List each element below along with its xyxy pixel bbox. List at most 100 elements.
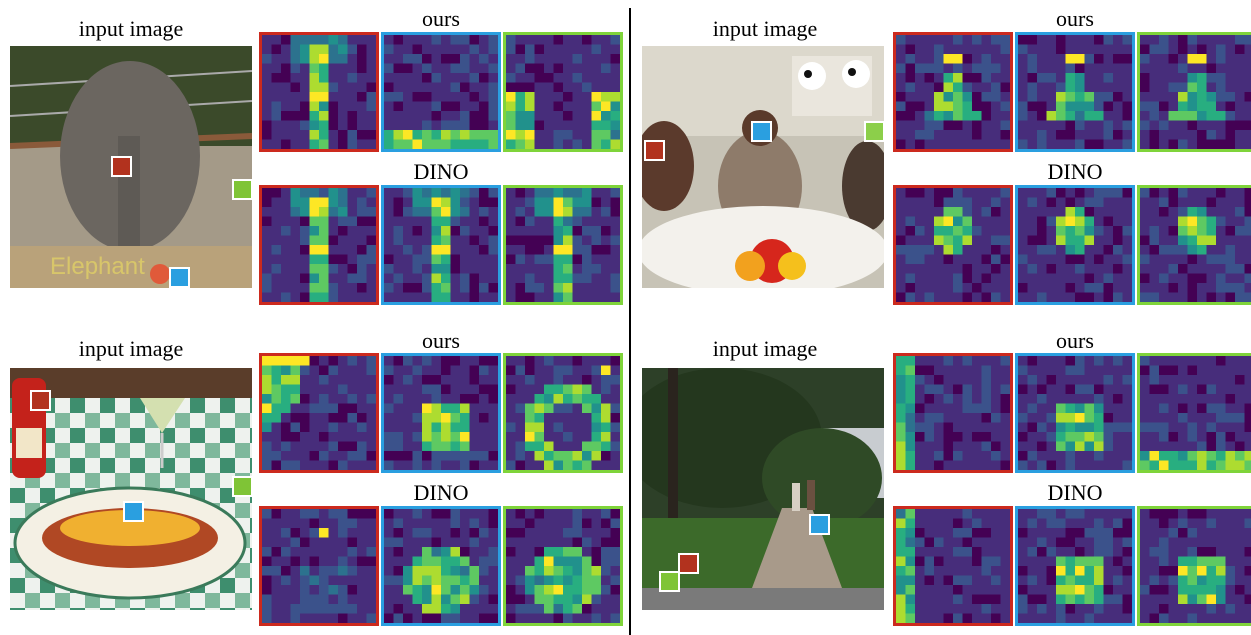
input-image-label: input image [78,336,184,361]
heatmap-cell [1159,207,1169,217]
heatmap-cell [384,356,394,366]
heatmap-cell [953,292,963,302]
heatmap-cell [1187,604,1198,614]
heatmap-cell [563,44,573,55]
heatmap-cell [281,518,291,529]
heatmap-cell [393,82,404,93]
heatmap-cell [896,188,906,198]
heatmap-cell [422,594,432,605]
heatmap-cell [441,432,451,442]
heatmap-cell [328,197,339,208]
heatmap-cell [1159,537,1169,548]
heatmap-cell [469,44,480,55]
heatmap-cell [544,254,554,265]
heatmap-cell [610,188,620,198]
heatmap-cell [1046,92,1057,102]
heatmap-cell [924,207,935,217]
heatmap-cell [1149,422,1160,433]
heatmap-cell [1075,226,1085,236]
heatmap-cell [1065,613,1076,623]
heatmap-cell [1216,451,1226,461]
heatmap-cell [934,54,944,64]
heatmap-cell [1197,509,1207,519]
heatmap-cell [1244,92,1251,102]
heatmap-cell [972,35,982,45]
heatmap-cell [905,82,916,93]
heatmap-cell [1197,197,1207,208]
heatmap-cell [943,130,954,140]
heatmap-cell [506,130,516,140]
heatmap-cell [1037,235,1047,246]
heatmap-cell [924,556,935,567]
heatmap-cell [934,273,944,284]
heatmap-cell [309,101,320,112]
heatmap-cell [1206,235,1217,246]
heatmap-cell [1206,139,1217,149]
heatmap-cell [572,441,583,452]
heatmap-cell [412,82,423,93]
heatmap-cell [1000,92,1010,102]
heatmap-cell [300,413,310,423]
heatmap-cell [384,441,394,452]
heatmap-cell [412,63,423,74]
heatmap-cell [479,432,489,442]
heatmap-cell [1168,422,1179,433]
heatmap-cell [553,197,564,208]
heatmap-cell [1149,188,1160,198]
heatmap-cell [1094,375,1104,385]
heatmap-cell [347,111,358,121]
heatmap-cell [591,422,602,433]
heatmap-cell [1084,441,1095,452]
heatmap-cell [1187,44,1198,55]
heatmap-cell [572,460,583,470]
query-marker-blue [751,121,772,142]
heatmap-cell [972,356,982,366]
heatmap-cell [1216,566,1226,576]
heatmap-cell [1075,120,1085,131]
heatmap-cell [271,54,282,64]
heatmap-cell [347,441,358,452]
heatmap-cell [469,188,480,198]
heatmap-cell [1206,566,1217,576]
heatmap-cell [281,54,291,64]
dino-map-green [1137,185,1251,305]
heatmap-cell [1056,528,1066,538]
heatmap-cell [972,292,982,302]
heatmap-cell [1075,585,1085,595]
heatmap-cell [384,207,394,217]
heatmap-cell [384,254,394,265]
heatmap-cell [290,63,301,74]
heatmap-cell [450,451,461,461]
ours-map-green [503,32,623,152]
heatmap-cell [896,432,906,442]
heatmap-cell [972,537,982,548]
heatmap-cell [1140,432,1150,442]
heatmap-cell [1187,101,1198,112]
heatmap-cell [972,207,982,217]
heatmap-cell [1178,585,1188,595]
heatmap-cell [1225,35,1236,45]
heatmap-cell [1225,460,1236,470]
heatmap-cell [1140,292,1150,302]
heatmap-cell [506,556,516,567]
input-photo-elephant: Elephant [10,46,252,288]
heatmap-cell [981,82,992,93]
heatmap-cell [469,365,480,376]
heatmap-cell [905,441,916,452]
heatmap-cell [281,245,291,255]
heatmap-cell [290,82,301,93]
heatmap-cell [582,384,592,395]
heatmap-cell [1000,188,1010,198]
heatmap-cell [582,82,592,93]
heatmap-cell [290,460,301,470]
heatmap-cell [441,575,451,586]
heatmap-cell [1122,566,1132,576]
heatmap-cell [934,594,944,605]
heatmap-cell [1225,207,1236,217]
heatmap-cell [431,413,442,423]
heatmap-cell [553,82,564,93]
heatmap-cell [1000,365,1010,376]
heatmap-cell [991,139,1001,149]
heatmap-cell [534,556,545,567]
heatmap-cell [953,413,963,423]
